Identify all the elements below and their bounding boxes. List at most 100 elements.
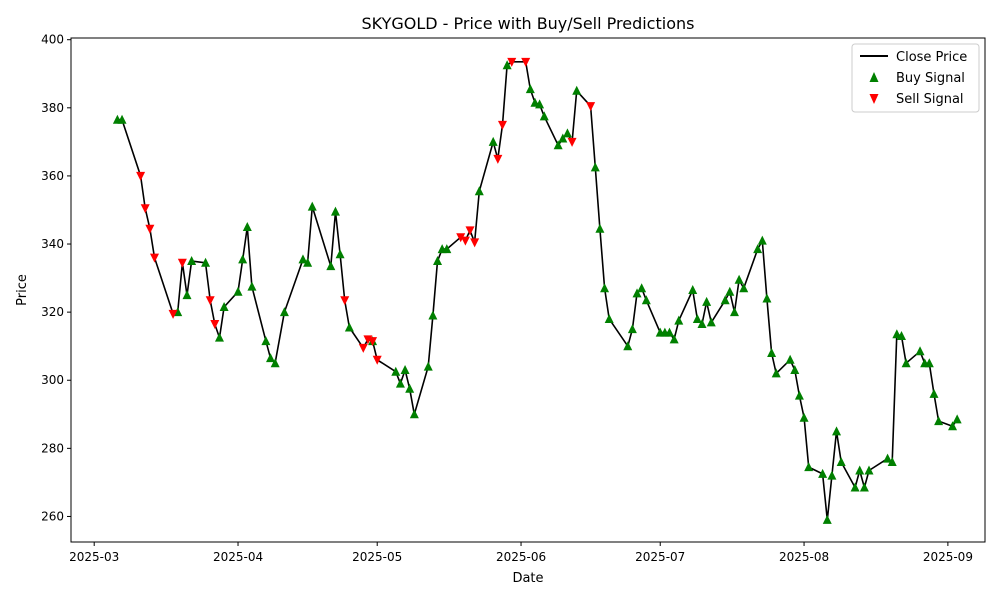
sell-signal-marker [358, 343, 368, 353]
buy-signal-marker [562, 128, 572, 138]
buy-signal-marker [488, 136, 498, 146]
buy-signal-marker [859, 482, 869, 492]
legend-box [851, 43, 980, 113]
buy-signal-marker [692, 313, 702, 323]
y-axis: 260 280 300 320 340 360 380 400 [41, 33, 71, 523]
sell-signal-marker [586, 102, 596, 112]
y-tick-label: 260 [41, 509, 64, 523]
buy-signal-marker [502, 60, 512, 70]
buy-signal-marker [674, 315, 684, 325]
buy-signal-marker [261, 336, 271, 346]
x-tick-label: 2025-06 [496, 550, 546, 564]
sell-signal-marker [567, 137, 577, 147]
buy-signal-marker [428, 310, 438, 320]
buy-signal-marker [595, 223, 605, 233]
x-tick-label: 2025-04 [213, 550, 263, 564]
legend-label-sell: Sell Signal [896, 92, 964, 107]
buy-signal-marker [330, 206, 340, 216]
buy-signal-marker [525, 84, 535, 94]
buy-signal-marker [187, 256, 197, 266]
buy-signal-marker [827, 470, 837, 480]
buy-signal-marker [822, 514, 832, 524]
sell-signal-marker [168, 309, 178, 319]
chart-title: SKYGOLD - Price with Buy/Sell Prediction… [362, 14, 695, 33]
buy-signal-marker [706, 317, 716, 327]
buy-signal-marker [539, 111, 549, 121]
sell-signal-marker [177, 258, 187, 268]
y-tick-label: 380 [41, 101, 64, 115]
sell-signal-marker [372, 355, 382, 365]
buy-signal-marker [219, 302, 229, 312]
buy-signal-marker [266, 353, 276, 363]
sell-signal-marker [507, 57, 517, 67]
buy-signal-marker [762, 293, 772, 303]
x-tick-label: 2025-03 [69, 550, 119, 564]
buy-signal-marker [896, 330, 906, 340]
y-tick-label: 320 [41, 305, 64, 319]
buy-signal-marker [850, 482, 860, 492]
x-axis: 2025-03 2025-04 2025-05 2025-06 2025-07 2025-… [69, 542, 973, 564]
buy-signal-marker [952, 414, 962, 424]
sell-signal-marker [493, 154, 503, 164]
plot-area [112, 57, 962, 524]
buy-signal-marker [794, 390, 804, 400]
buy-signal-marker [799, 412, 809, 422]
buy-signal-marker [725, 286, 735, 296]
legend-sell-swatch [869, 94, 879, 104]
buy-signal-marker [836, 456, 846, 466]
buy-signal-marker [442, 244, 452, 254]
buy-signal-marker [915, 346, 925, 356]
x-tick-label: 2025-08 [779, 550, 829, 564]
buy-signal-marker [855, 465, 865, 475]
sell-signal-marker [205, 296, 215, 306]
x-tick-label: 2025-09 [923, 550, 973, 564]
buy-signal-marker [590, 162, 600, 172]
y-tick-label: 340 [41, 237, 64, 251]
buy-signal-marker [702, 296, 712, 306]
y-tick-label: 400 [41, 33, 64, 47]
buy-signal-marker [757, 235, 767, 245]
y-axis-label: Price [15, 274, 30, 306]
sell-signal-marker [470, 238, 480, 248]
buy-signal-marker [344, 322, 354, 332]
buy-signal-marker [627, 324, 637, 334]
buy-signal-marker [948, 421, 958, 431]
buy-signal-marker [632, 288, 642, 298]
x-tick-label: 2025-07 [635, 550, 685, 564]
buy-signal-marker [729, 307, 739, 317]
buy-signal-marker [117, 114, 127, 124]
buy-signal-marker [924, 358, 934, 368]
buy-signal-marker [433, 256, 443, 266]
buy-signal-marker [665, 327, 675, 337]
sell-signal-marker [460, 236, 470, 246]
buy-signal-marker [669, 334, 679, 344]
buy-signal-marker [864, 465, 874, 475]
buy-signal-marker [720, 295, 730, 305]
legend-label-close: Close Price [896, 50, 967, 65]
sell-signal-marker [497, 120, 507, 130]
plot-frame [70, 37, 986, 543]
buy-signal-marker [753, 244, 763, 254]
buy-signal-marker [818, 468, 828, 478]
sell-signal-marker [340, 296, 350, 306]
buy-signal-marker [883, 453, 893, 463]
buy-signal-marker [600, 283, 610, 293]
buy-signal-marker [785, 354, 795, 364]
buy-signal-marker [326, 261, 336, 271]
buy-signal-marker [934, 416, 944, 426]
buy-signal-marker [535, 99, 545, 109]
buy-signal-marker [391, 366, 401, 376]
buy-signal-marker [572, 85, 582, 95]
buy-signal-marker [901, 358, 911, 368]
buy-signal-marker [832, 426, 842, 436]
buy-signal-marker [474, 186, 484, 196]
legend-buy-swatch [869, 72, 879, 82]
buy-signal-marker [790, 365, 800, 375]
buy-signal-marker [303, 257, 313, 267]
x-axis-label: Date [512, 571, 543, 586]
buy-signal-marker [734, 274, 744, 284]
sell-signal-marker [521, 57, 531, 67]
buy-signal-marker [637, 283, 647, 293]
buy-signal-marker [553, 140, 563, 150]
buy-signal-marker [238, 254, 248, 264]
